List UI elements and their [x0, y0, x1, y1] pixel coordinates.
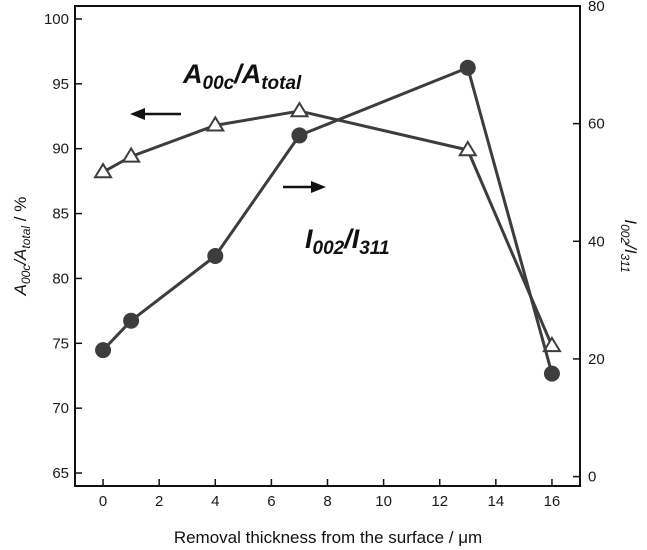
x-tick-label: 4 [211, 493, 219, 510]
arrow-left-icon [130, 108, 181, 120]
y2-tick-label: 60 [588, 116, 605, 133]
x-axis-title: Removal thickness from the surface / μm [174, 528, 482, 547]
x-tick-label: 6 [267, 493, 275, 510]
y-tick-label: 65 [52, 465, 69, 482]
x-axis: 0 2 4 6 8 10 12 14 16 [99, 479, 560, 510]
y2-tick-label: 20 [588, 351, 605, 368]
y-axis-right: 0 20 40 60 80 [573, 0, 605, 486]
series-1-point [123, 312, 140, 329]
y-axis-right-title: I002/I311 [618, 219, 640, 272]
annotation-i002-i311: I002/I311 [283, 181, 390, 259]
x-tick-label: 8 [323, 493, 331, 510]
series-0-point [458, 140, 478, 157]
y2-tick-label: 80 [588, 0, 605, 15]
x-tick-label: 16 [544, 493, 561, 510]
annotation-i002-i311-label: I002/I311 [305, 224, 390, 259]
series-0-point [205, 115, 226, 132]
x-tick-label: 14 [487, 493, 504, 510]
annotation-a00c-atotal-label: A00c/Atotal [182, 59, 302, 94]
y-tick-label: 70 [52, 400, 69, 417]
series-0 [93, 101, 562, 353]
annotation-a00c-atotal: A00c/Atotal [130, 59, 302, 120]
series-layer [93, 59, 562, 382]
y-tick-label: 95 [52, 76, 69, 93]
series-1-point [291, 127, 308, 144]
series-1-point [95, 342, 112, 359]
series-1-point [543, 365, 560, 382]
x-tick-label: 12 [431, 493, 448, 510]
x-tick-label: 2 [155, 493, 163, 510]
series-1 [95, 59, 560, 382]
series-0-point [542, 335, 562, 353]
series-0-point [93, 162, 113, 179]
y2-tick-label: 0 [588, 469, 596, 486]
x-tick-label: 10 [375, 493, 392, 510]
series-1-point [207, 248, 224, 264]
y-tick-label: 80 [52, 270, 69, 287]
x-tick-label: 0 [99, 493, 107, 510]
series-1-point [459, 59, 476, 76]
y-tick-label: 100 [44, 11, 69, 28]
series-0-line [102, 109, 554, 347]
series-0-point [121, 146, 141, 163]
y-tick-label: 90 [52, 141, 69, 158]
y-axis-left-title: A00c/Atotal / % [11, 197, 33, 297]
y2-tick-label: 40 [588, 233, 605, 250]
arrow-right-icon [283, 181, 326, 193]
y-tick-label: 75 [52, 335, 69, 352]
y-tick-label: 85 [52, 206, 69, 223]
series-0-point [289, 101, 310, 118]
y-axis-left: 65 70 75 80 85 90 95 100 [44, 11, 82, 482]
